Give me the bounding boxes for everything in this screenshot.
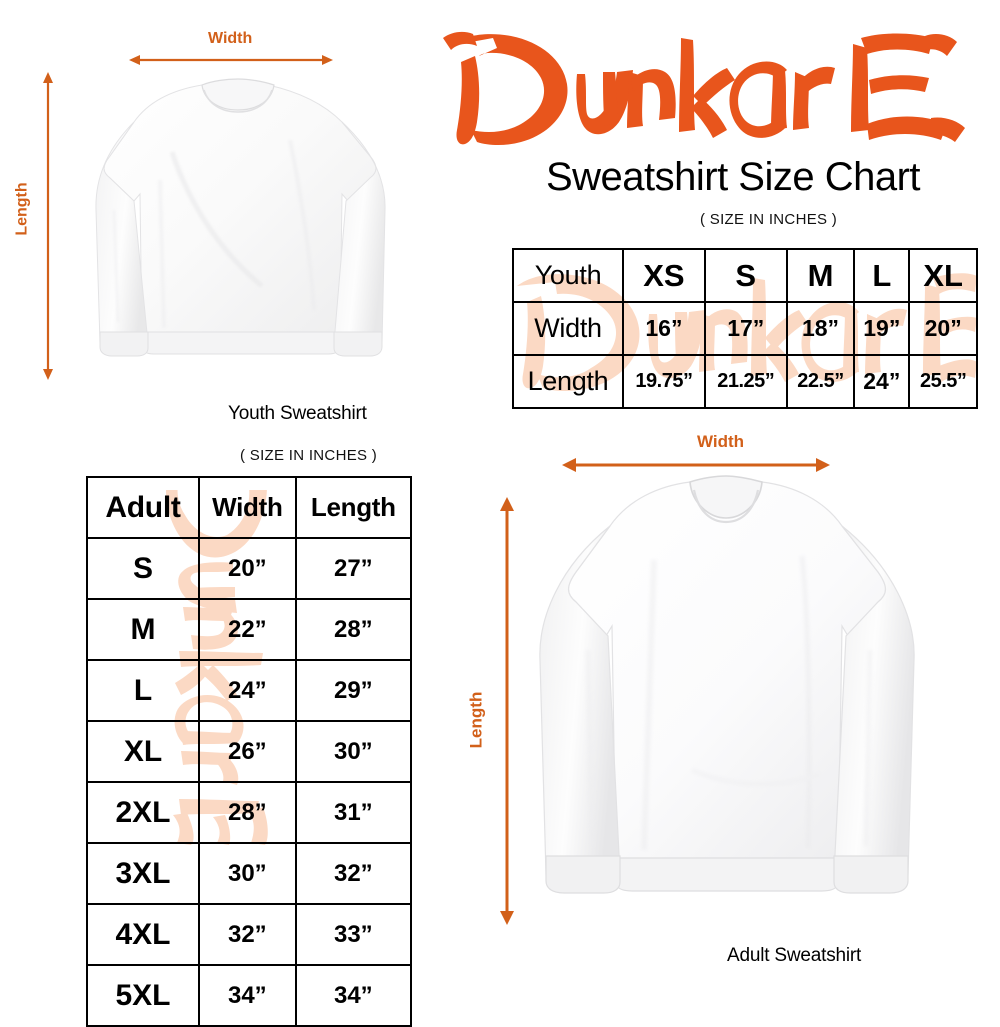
- youth-size-l: L: [853, 248, 911, 303]
- youth-width-xl: 20”: [908, 301, 978, 356]
- table-row: 2XL 28” 31”: [86, 781, 413, 844]
- adult-width-l: 24”: [198, 659, 297, 722]
- youth-size-m: M: [785, 248, 856, 303]
- table-row: 4XL 32” 33”: [86, 903, 413, 966]
- youth-width-arrow-icon: [127, 52, 335, 68]
- adult-width-label: Width: [697, 432, 745, 451]
- youth-units-note: ( SIZE IN INCHES ): [700, 211, 838, 228]
- adult-length-xl: 30”: [294, 720, 413, 783]
- adult-length-s: 27”: [294, 537, 413, 600]
- adult-size-5xl: 5XL: [86, 964, 200, 1027]
- youth-width-s: 17”: [703, 301, 788, 356]
- adult-width-2xl: 28”: [198, 781, 297, 844]
- table-row: Youth XS S M L XL: [512, 248, 978, 303]
- adult-width-5xl: 34”: [198, 964, 297, 1027]
- youth-size-table: Youth XS S M L XL Width 16” 17” 18” 19” …: [512, 248, 978, 409]
- youth-size-s: S: [703, 248, 788, 303]
- adult-length-4xl: 33”: [294, 903, 413, 966]
- youth-length-l: 24”: [853, 354, 911, 409]
- dunkare-logo: [437, 26, 993, 148]
- adult-width-s: 20”: [198, 537, 297, 600]
- adult-sweatshirt-caption: Adult Sweatshirt: [727, 945, 862, 966]
- size-chart-canvas: Width Length Youth Sweatshirt: [13, 26, 993, 1027]
- table-row: 5XL 34” 34”: [86, 964, 413, 1027]
- adult-width-arrow-icon: [560, 456, 832, 474]
- youth-size-xl: XL: [908, 248, 978, 303]
- adult-size-3xl: 3XL: [86, 842, 200, 905]
- youth-length-xl: 25.5”: [908, 354, 978, 409]
- table-row: M 22” 28”: [86, 598, 413, 661]
- youth-row-label-1: Width: [512, 301, 624, 356]
- adult-width-4xl: 32”: [198, 903, 297, 966]
- adult-header-length: Length: [294, 476, 413, 539]
- table-row: S 20” 27”: [86, 537, 413, 600]
- adult-size-m: M: [86, 598, 200, 661]
- adult-units-note: ( SIZE IN INCHES ): [240, 447, 378, 464]
- table-row: Adult Width Length: [86, 476, 413, 539]
- youth-length-xs: 19.75”: [622, 354, 706, 409]
- youth-row-label-0: Youth: [512, 248, 624, 303]
- youth-sweatshirt-image: [52, 60, 430, 400]
- youth-row-label-2: Length: [512, 354, 624, 409]
- adult-length-arrow-icon: [498, 495, 516, 927]
- adult-size-4xl: 4XL: [86, 903, 200, 966]
- youth-width-m: 18”: [785, 301, 856, 356]
- youth-width-l: 19”: [853, 301, 911, 356]
- adult-length-3xl: 32”: [294, 842, 413, 905]
- adult-size-s: S: [86, 537, 200, 600]
- youth-width-label: Width: [208, 30, 253, 47]
- table-row: Length 19.75” 21.25” 22.5” 24” 25.5”: [512, 354, 978, 409]
- youth-sweatshirt-caption: Youth Sweatshirt: [228, 403, 367, 424]
- adult-size-2xl: 2XL: [86, 781, 200, 844]
- table-row: 3XL 30” 32”: [86, 842, 413, 905]
- adult-length-2xl: 31”: [294, 781, 413, 844]
- youth-length-s: 21.25”: [703, 354, 788, 409]
- adult-length-5xl: 34”: [294, 964, 413, 1027]
- adult-width-3xl: 30”: [198, 842, 297, 905]
- adult-size-xl: XL: [86, 720, 200, 783]
- table-row: Width 16” 17” 18” 19” 20”: [512, 301, 978, 356]
- youth-width-xs: 16”: [622, 301, 706, 356]
- adult-length-l: 29”: [294, 659, 413, 722]
- adult-sweatshirt-image: [492, 470, 962, 950]
- adult-header-size: Adult: [86, 476, 200, 539]
- adult-size-l: L: [86, 659, 200, 722]
- youth-length-m: 22.5”: [785, 354, 856, 409]
- page-title: Sweatshirt Size Chart: [545, 155, 921, 199]
- youth-length-arrow-icon: [40, 70, 56, 382]
- youth-size-xs: XS: [622, 248, 706, 303]
- adult-width-m: 22”: [198, 598, 297, 661]
- adult-length-m: 28”: [294, 598, 413, 661]
- table-row: XL 26” 30”: [86, 720, 413, 783]
- adult-header-width: Width: [198, 476, 297, 539]
- adult-width-xl: 26”: [198, 720, 297, 783]
- adult-size-table: Adult Width Length S 20” 27” M 22” 28” L…: [86, 476, 413, 1027]
- table-row: L 24” 29”: [86, 659, 413, 722]
- adult-length-label: Length: [466, 691, 486, 749]
- youth-length-label: Length: [13, 182, 31, 236]
